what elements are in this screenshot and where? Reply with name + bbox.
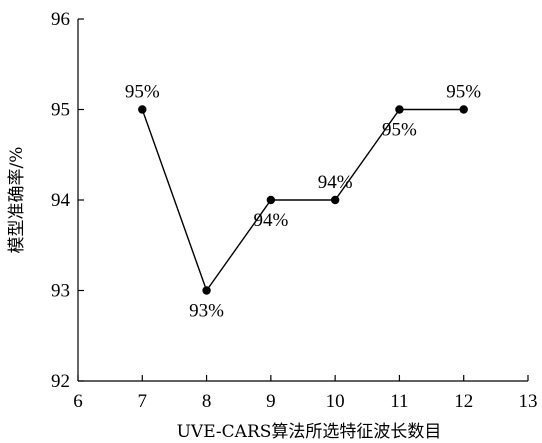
x-axis-title: UVE-CARS算法所选特征波长数目 [177,422,442,442]
data-label: 94% [318,172,353,193]
x-tick-label: 8 [202,391,212,412]
x-tick-label: 12 [454,391,473,412]
x-tick-label: 6 [73,391,83,412]
x-tick-label: 7 [138,391,148,412]
x-tick-label: 11 [390,391,408,412]
data-label: 93% [189,301,224,322]
x-tick-label: 9 [266,391,276,412]
series [138,105,468,295]
y-tick-label: 94 [51,190,71,211]
data-point [138,105,147,114]
y-tick-label: 95 [51,100,70,121]
data-label: 95% [125,82,160,103]
ticks: 6 7 8 9 10 11 12 13 92 93 94 95 96 [51,9,538,412]
y-axis-title: 模型准确率/% [7,147,27,254]
x-tick-label: 13 [519,391,538,412]
data-point [202,286,211,295]
x-tick-label: 10 [326,391,345,412]
data-labels: 95% 93% 94% 94% 95% 95% [125,82,481,322]
data-point [330,195,340,205]
y-tick-label: 96 [51,9,70,30]
data-point [266,195,276,205]
data-label: 94% [253,210,288,231]
data-label: 95% [382,120,417,141]
series-line [141,108,464,293]
data-label: 95% [446,82,481,103]
y-tick-label: 93 [51,281,70,302]
y-tick-label: 92 [51,371,70,392]
data-point [459,105,468,114]
data-point [395,105,404,114]
